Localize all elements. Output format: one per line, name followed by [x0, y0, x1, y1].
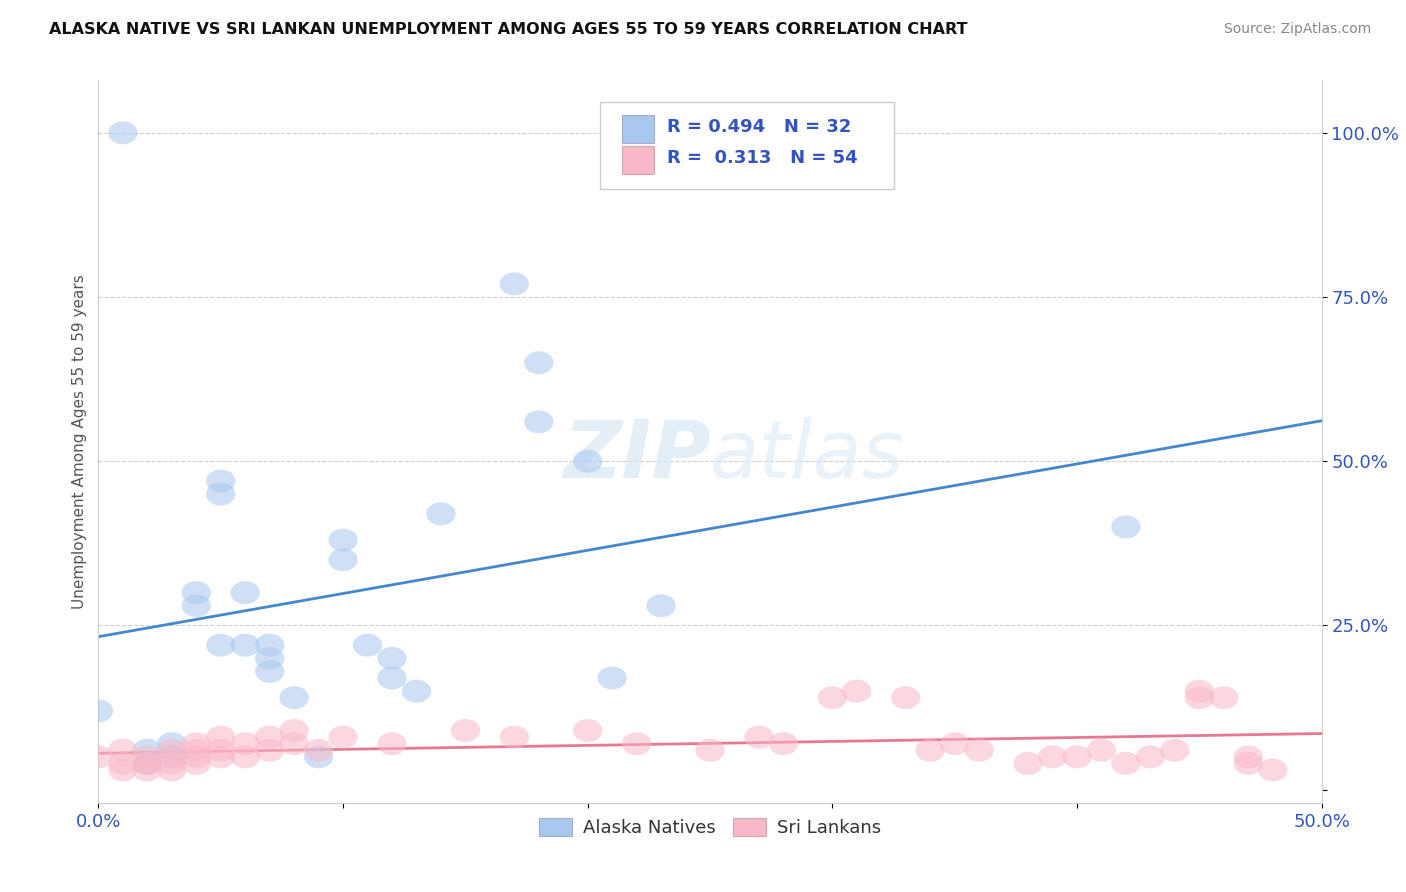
Ellipse shape — [941, 732, 969, 756]
Ellipse shape — [132, 752, 162, 775]
Ellipse shape — [499, 725, 529, 748]
Text: ALASKA NATIVE VS SRI LANKAN UNEMPLOYMENT AMONG AGES 55 TO 59 YEARS CORRELATION C: ALASKA NATIVE VS SRI LANKAN UNEMPLOYMENT… — [49, 22, 967, 37]
Ellipse shape — [499, 272, 529, 295]
Text: Source: ZipAtlas.com: Source: ZipAtlas.com — [1223, 22, 1371, 37]
Ellipse shape — [132, 752, 162, 775]
Ellipse shape — [132, 758, 162, 781]
Ellipse shape — [377, 666, 406, 690]
Ellipse shape — [1087, 739, 1116, 762]
Ellipse shape — [280, 732, 309, 756]
Ellipse shape — [696, 739, 724, 762]
Ellipse shape — [451, 719, 479, 742]
FancyBboxPatch shape — [621, 146, 654, 174]
Ellipse shape — [207, 469, 235, 492]
Ellipse shape — [524, 351, 554, 375]
Ellipse shape — [231, 633, 260, 657]
Ellipse shape — [1014, 752, 1043, 775]
Ellipse shape — [132, 739, 162, 762]
Ellipse shape — [132, 746, 162, 768]
Ellipse shape — [818, 686, 846, 709]
Ellipse shape — [181, 594, 211, 617]
Ellipse shape — [744, 725, 773, 748]
Ellipse shape — [181, 739, 211, 762]
Text: atlas: atlas — [710, 417, 905, 495]
Ellipse shape — [132, 752, 162, 775]
Ellipse shape — [647, 594, 676, 617]
Ellipse shape — [254, 660, 284, 683]
Ellipse shape — [1038, 746, 1067, 768]
Ellipse shape — [915, 739, 945, 762]
Ellipse shape — [254, 633, 284, 657]
Ellipse shape — [769, 732, 799, 756]
Ellipse shape — [231, 732, 260, 756]
Ellipse shape — [157, 746, 187, 768]
Ellipse shape — [84, 699, 112, 723]
Ellipse shape — [181, 746, 211, 768]
Ellipse shape — [353, 633, 382, 657]
Ellipse shape — [84, 746, 112, 768]
Ellipse shape — [574, 450, 602, 473]
Ellipse shape — [231, 746, 260, 768]
Ellipse shape — [108, 758, 138, 781]
Ellipse shape — [207, 739, 235, 762]
Ellipse shape — [1185, 680, 1213, 703]
Ellipse shape — [108, 752, 138, 775]
Ellipse shape — [207, 746, 235, 768]
Ellipse shape — [377, 732, 406, 756]
Ellipse shape — [574, 719, 602, 742]
Ellipse shape — [891, 686, 921, 709]
Ellipse shape — [157, 746, 187, 768]
Ellipse shape — [621, 732, 651, 756]
Ellipse shape — [304, 746, 333, 768]
FancyBboxPatch shape — [600, 102, 893, 189]
Ellipse shape — [280, 686, 309, 709]
Ellipse shape — [254, 647, 284, 670]
Ellipse shape — [207, 633, 235, 657]
Ellipse shape — [842, 680, 872, 703]
Ellipse shape — [402, 680, 432, 703]
Ellipse shape — [157, 752, 187, 775]
Ellipse shape — [157, 732, 187, 756]
FancyBboxPatch shape — [621, 115, 654, 143]
Ellipse shape — [280, 719, 309, 742]
Ellipse shape — [329, 725, 357, 748]
Ellipse shape — [231, 581, 260, 604]
Ellipse shape — [1209, 686, 1239, 709]
Ellipse shape — [181, 752, 211, 775]
Ellipse shape — [207, 725, 235, 748]
Ellipse shape — [304, 739, 333, 762]
Ellipse shape — [329, 549, 357, 571]
Ellipse shape — [157, 758, 187, 781]
Ellipse shape — [181, 732, 211, 756]
Ellipse shape — [108, 121, 138, 145]
Ellipse shape — [598, 666, 627, 690]
Ellipse shape — [1185, 686, 1213, 709]
Ellipse shape — [1063, 746, 1091, 768]
Ellipse shape — [1233, 746, 1263, 768]
Ellipse shape — [426, 502, 456, 525]
Y-axis label: Unemployment Among Ages 55 to 59 years: Unemployment Among Ages 55 to 59 years — [72, 274, 87, 609]
Ellipse shape — [965, 739, 994, 762]
Ellipse shape — [254, 725, 284, 748]
Legend: Alaska Natives, Sri Lankans: Alaska Natives, Sri Lankans — [531, 811, 889, 845]
Text: R = 0.494   N = 32: R = 0.494 N = 32 — [668, 119, 852, 136]
Ellipse shape — [524, 410, 554, 434]
Ellipse shape — [108, 739, 138, 762]
Ellipse shape — [254, 739, 284, 762]
Ellipse shape — [377, 647, 406, 670]
Ellipse shape — [157, 739, 187, 762]
Text: ZIP: ZIP — [562, 417, 710, 495]
Ellipse shape — [1136, 746, 1166, 768]
Ellipse shape — [1111, 516, 1140, 539]
Ellipse shape — [1111, 752, 1140, 775]
Ellipse shape — [181, 581, 211, 604]
Ellipse shape — [329, 529, 357, 551]
Ellipse shape — [1258, 758, 1288, 781]
Ellipse shape — [207, 483, 235, 506]
Ellipse shape — [1233, 752, 1263, 775]
Ellipse shape — [1160, 739, 1189, 762]
Text: R =  0.313   N = 54: R = 0.313 N = 54 — [668, 149, 858, 168]
